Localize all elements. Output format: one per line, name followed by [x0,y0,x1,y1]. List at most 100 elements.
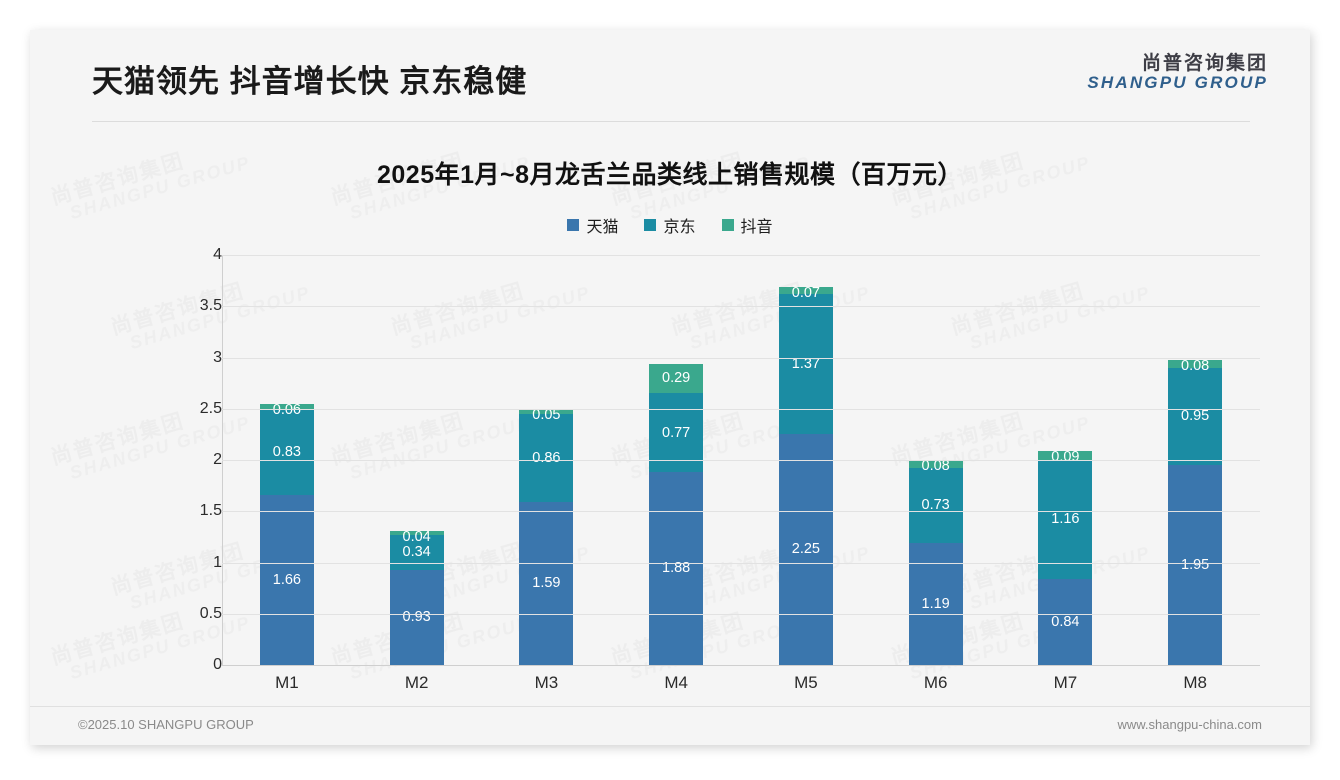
x-axis-tick-label: M7 [1053,673,1078,692]
gridline [222,306,1260,308]
bar-segment-抖音[interactable]: 0.07 [778,286,833,300]
bar-segment-天猫[interactable]: 2.25 [778,434,833,665]
bar-value-label: 0.83 [272,444,301,461]
bar-group-m7[interactable]: 0.84 1.16 0.09 M7 [1001,255,1131,692]
y-axis-tick-label: 3.5 [199,297,222,315]
bar-value-label: 0.34 [402,544,431,561]
bar-segment-京东[interactable]: 1.37 [778,293,833,435]
y-axis-tick-label: 4 [213,246,222,263]
x-axis-tick-label: M5 [794,673,818,692]
footer-divider [30,706,1310,707]
bar-segment-京东[interactable]: 0.86 [519,413,574,503]
y-axis-tick-label: 3 [213,348,222,366]
gridline [222,562,1260,564]
footer-website[interactable]: www.shangpu-china.com [1117,717,1262,732]
bar-group-m4[interactable]: 1.88 0.77 0.29 M4 [611,255,741,692]
bar-value-label: 1.95 [1181,556,1210,573]
chart-title: 2025年1月~8月龙舌兰品类线上销售规模（百万元） [376,161,964,189]
x-axis-tick-label: M2 [404,673,429,692]
bar-segment-抖音[interactable]: 0.05 [519,408,574,422]
legend-swatch-icon [567,219,580,231]
x-axis-tick-label: M1 [275,673,299,692]
bar-value-label: 0.05 [532,406,561,423]
gridline [222,511,1260,513]
bar-stack: 0.84 1.16 0.09 [1038,450,1093,665]
legend-label: 京东 [663,219,696,236]
bar-value-label: 0.93 [402,609,431,626]
slide-footer: ©2025.10 SHANGPU GROUP www.shangpu-china… [30,707,1310,745]
gridline [222,613,1260,615]
gridline [222,357,1260,359]
bar-segment-京东[interactable]: 0.77 [649,393,704,473]
y-axis-tick-label: 1 [213,553,222,571]
legend-label: 抖音 [740,219,773,236]
bar-value-label: 0.77 [662,424,691,441]
bar-value-label: 0.08 [1181,357,1210,374]
footer-copyright: ©2025.10 SHANGPU GROUP [78,717,254,732]
brand-name-cn: 尚普咨询集团 [1141,53,1268,74]
x-axis-tick-label: M8 [1183,673,1207,692]
bar-segment-抖音[interactable]: 0.04 [389,530,444,544]
bar-group-m5[interactable]: 2.25 1.37 0.07 M5 [741,255,871,692]
bar-segment-天猫[interactable]: 1.59 [519,502,574,665]
bar-group-m3[interactable]: 1.59 0.86 0.05 M3 [482,255,612,692]
bar-segment-天猫[interactable]: 1.88 [649,472,704,665]
bar-value-label: 1.19 [921,595,950,612]
bar-value-label: 1.66 [272,571,301,588]
bar-group-m8[interactable]: 1.95 0.95 0.08 M8 [1130,255,1260,692]
gridline [222,255,1260,256]
chart-plot-area: 1.66 0.83 0.06 M1 0.93 0.34 0.04 M2 1.59 0.86 0.05… [160,246,1260,692]
legend-label: 天猫 [586,219,619,236]
bar-segment-抖音[interactable]: 0.08 [1168,359,1223,373]
bar-value-label: 0.86 [532,449,561,466]
bar-value-label: 0.08 [921,458,950,475]
bar-value-label: 2.25 [791,541,820,558]
y-axis-tick-label: 2.5 [199,399,222,417]
slide-canvas: 尚普咨询集团 SHANGPU GROUP 尚普咨询集团 SHANGPU GROUP 尚普… [30,30,1310,745]
bar-stack: 0.93 0.34 0.04 [389,530,444,665]
bar-value-label: 1.59 [532,575,561,592]
bar-group-m2[interactable]: 0.93 0.34 0.04 M2 [352,255,482,692]
bar-segment-天猫[interactable]: 1.66 [259,494,314,665]
brand-logo: 尚普咨询集团 SHANGPU GROUP [1087,54,1268,92]
bar-value-label: 0.84 [1051,613,1080,630]
bar-segment-天猫[interactable]: 0.84 [1038,578,1093,665]
bar-segment-京东[interactable]: 0.34 [389,534,444,570]
header-divider [92,121,1250,122]
bar-value-label: 0.73 [921,497,950,514]
bar-value-label: 1.37 [791,355,820,372]
brand-name-en: SHANGPU GROUP [1087,72,1268,92]
bar-segment-京东[interactable]: 0.73 [908,468,963,544]
bar-segment-天猫[interactable]: 0.93 [389,569,444,665]
slide-header: 天猫领先 抖音增长快 京东稳健 尚普咨询集团 SHANGPU GROUP [30,30,1310,122]
bar-value-label: 0.29 [662,370,691,387]
gridline [222,665,1260,666]
bar-segment-天猫[interactable]: 1.95 [1168,465,1223,665]
bar-value-label: 0.07 [791,284,820,301]
x-axis-tick-label: M3 [534,673,559,692]
bar-series-container: 1.66 0.83 0.06 M1 0.93 0.34 0.04 M2 1.59 0.86 0.05… [222,255,1260,692]
bar-value-label: 1.88 [662,560,691,577]
bar-value-label: 0.09 [1051,448,1080,465]
bar-segment-抖音[interactable]: 0.29 [649,363,704,394]
page-title: 天猫领先 抖音增长快 京东稳健 [92,64,528,99]
chart-legend: 天猫 京东 抖音 [30,213,1310,237]
bar-group-m1[interactable]: 1.66 0.83 0.06 M1 [222,255,352,692]
legend-swatch-icon [721,219,734,231]
gridline [222,460,1260,461]
bar-segment-京东[interactable]: 0.95 [1168,367,1223,466]
bar-segment-京东[interactable]: 1.16 [1038,460,1093,579]
legend-item-1[interactable]: 天猫 [567,213,618,237]
legend-item-3[interactable]: 抖音 [721,213,773,237]
y-axis-tick-label: 0 [213,656,222,673]
legend-item-2[interactable]: 京东 [644,213,696,237]
bar-stack: 2.25 1.37 0.07 [778,286,833,665]
bar-segment-京东[interactable]: 0.83 [259,409,314,495]
bar-stack: 1.59 0.86 0.05 [519,408,574,665]
legend-swatch-icon [644,219,657,231]
x-axis-tick-label: M4 [664,673,688,692]
bar-stack: 1.88 0.77 0.29 [649,363,704,665]
bar-segment-抖音[interactable]: 0.09 [1038,450,1093,464]
bar-segment-天猫[interactable]: 1.19 [908,543,963,665]
bar-segment-抖音[interactable]: 0.08 [908,459,963,473]
